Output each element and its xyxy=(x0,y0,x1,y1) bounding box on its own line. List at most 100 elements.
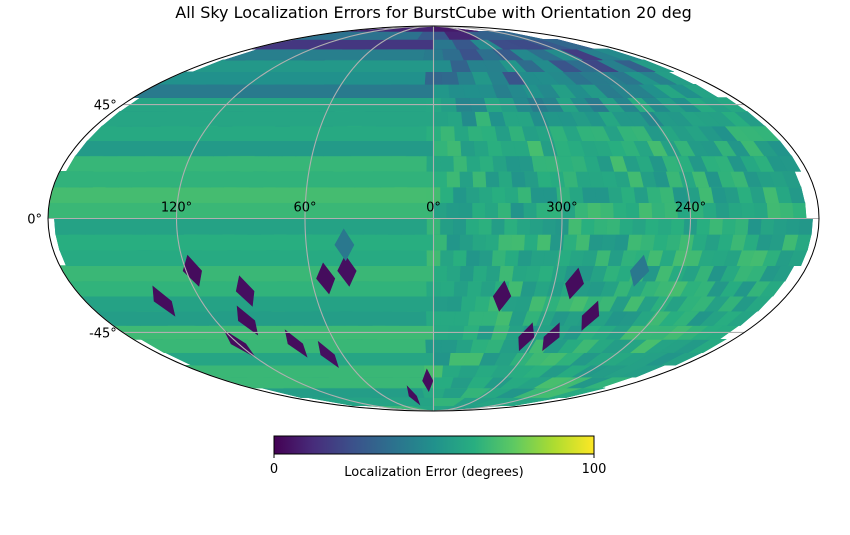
sky-pixel xyxy=(638,202,653,219)
sky-pixel xyxy=(478,249,493,266)
sky-pixel xyxy=(433,140,448,157)
sky-pixel xyxy=(466,125,484,142)
sky-pixel xyxy=(471,202,486,219)
sky-pixel xyxy=(568,249,585,266)
pixel-layer xyxy=(48,26,813,411)
high-error-region xyxy=(334,228,355,262)
sky-pixel xyxy=(458,171,474,188)
sky-pixel xyxy=(446,202,460,219)
sky-pixel xyxy=(727,202,743,219)
sky-pixel xyxy=(439,155,454,172)
high-error-region xyxy=(152,285,176,317)
sky-pixel xyxy=(504,186,519,203)
sky-pixel xyxy=(632,186,649,203)
sky-pixel xyxy=(497,234,512,251)
sky-pixel xyxy=(458,202,473,219)
colorbar-gradient xyxy=(273,435,595,455)
sky-pixel xyxy=(484,171,500,188)
sky-pixel xyxy=(491,249,506,266)
sky-pixel xyxy=(491,186,506,203)
sky-pixel xyxy=(746,218,762,235)
sky-pixel xyxy=(510,234,525,251)
sky-pixel xyxy=(471,234,486,251)
sky-pixel xyxy=(620,186,636,203)
sky-pixel xyxy=(433,376,454,389)
sky-pixel xyxy=(459,265,474,282)
sky-pixel xyxy=(448,352,468,366)
sky-pixel xyxy=(516,249,533,266)
sky-pixel xyxy=(439,280,455,297)
sky-pixel xyxy=(580,218,595,235)
sky-pixel xyxy=(766,202,781,219)
sky-pixel xyxy=(600,234,617,251)
colorbar-max-label: 100 xyxy=(582,462,607,477)
map-outline xyxy=(47,25,820,412)
sky-pixel xyxy=(562,171,579,188)
sky-pixel xyxy=(458,234,473,251)
sky-pixel xyxy=(439,249,454,266)
sky-pixel xyxy=(657,218,672,235)
sky-pixel xyxy=(606,218,621,235)
sky-pixel xyxy=(503,218,518,235)
chart-title: All Sky Localization Errors for BurstCub… xyxy=(175,3,691,22)
sky-pixel xyxy=(594,186,610,203)
sky-pixel xyxy=(562,234,578,251)
sky-pixel xyxy=(567,218,582,235)
high-error-region xyxy=(492,280,512,312)
sky-pixel xyxy=(446,140,462,157)
sky-pixel xyxy=(644,218,659,235)
sky-pixel xyxy=(593,218,608,235)
longitude-tick-label: 300° xyxy=(546,201,577,216)
sky-pixel xyxy=(607,186,623,203)
sky-pixel xyxy=(612,202,627,219)
sky-pixel xyxy=(480,125,498,142)
sky-pixel xyxy=(695,218,711,235)
latitude-tick-label: -45° xyxy=(89,327,117,342)
sky-pixel xyxy=(433,171,447,188)
sky-pixel xyxy=(523,171,539,188)
sky-pixel xyxy=(574,234,591,251)
high-error-region xyxy=(317,340,339,369)
sky-pixel xyxy=(524,265,541,282)
sky-pixel xyxy=(599,202,614,219)
sky-pixel xyxy=(454,339,474,353)
sky-pixel xyxy=(446,171,461,188)
sky-pixel xyxy=(453,310,470,326)
sky-pixel xyxy=(652,234,669,251)
sky-pixel xyxy=(480,310,499,326)
sky-pixel xyxy=(645,186,662,203)
sky-pixel xyxy=(497,171,513,188)
sky-pixel xyxy=(529,218,544,235)
sky-pixel xyxy=(486,140,503,157)
sky-pixel xyxy=(459,140,476,157)
high-error-region xyxy=(337,254,357,287)
high-error-region xyxy=(316,262,336,295)
sky-pixel xyxy=(467,310,485,326)
high-error-region xyxy=(629,254,650,287)
sky-pixel xyxy=(460,295,477,312)
sky-pixel xyxy=(740,202,756,219)
sky-pixel xyxy=(439,186,454,203)
sky-pixel xyxy=(708,218,723,235)
sky-pixel xyxy=(484,202,499,219)
sky-pixel xyxy=(440,310,456,326)
sky-pixel xyxy=(586,202,601,219)
sky-pixel xyxy=(440,71,459,85)
latitude-tick-label: 45° xyxy=(94,99,117,114)
sky-pixel xyxy=(433,234,447,251)
sky-pixel xyxy=(433,265,448,282)
sky-pixel xyxy=(433,59,453,73)
sky-pixel xyxy=(452,186,467,203)
high-error-region xyxy=(284,329,308,358)
sky-pixel xyxy=(465,249,480,266)
sky-pixel xyxy=(491,155,508,172)
sky-pixel xyxy=(490,218,505,235)
sky-pixel xyxy=(472,265,488,282)
sky-pixel xyxy=(478,186,493,203)
sky-pixel xyxy=(433,295,448,312)
sky-pixel xyxy=(516,218,531,235)
sky-pixel xyxy=(625,202,640,219)
colorbar-min-label: 0 xyxy=(270,462,278,477)
sky-pixel xyxy=(721,218,736,235)
sky-pixel xyxy=(516,186,532,203)
